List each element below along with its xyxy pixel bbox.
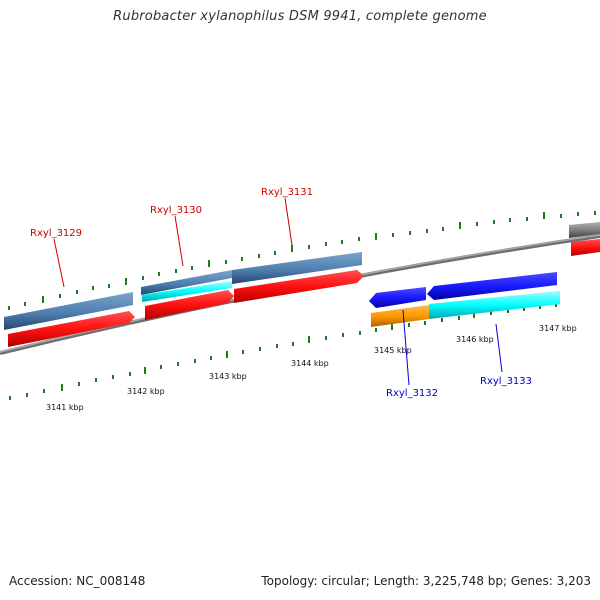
forward-cds-track xyxy=(8,239,600,347)
label-leaders xyxy=(53,197,503,386)
misc-feature-rxyl-3130[interactable] xyxy=(142,281,232,302)
kbp-label: 3141 kbp xyxy=(46,403,84,412)
inner-tick-ring xyxy=(9,300,557,400)
genome-summary: Topology: circular; Length: 3,225,748 bp… xyxy=(261,574,591,588)
kbp-scale-labels: 3141 kbp 3142 kbp 3143 kbp 3144 kbp 3145… xyxy=(46,324,577,412)
kbp-label: 3142 kbp xyxy=(127,387,165,396)
map-title: Rubrobacter xylanophilus DSM 9941, compl… xyxy=(113,9,487,24)
gene-label-rxyl-3129[interactable]: Rxyl_3129 xyxy=(30,228,82,239)
gene-labels: Rxyl_3129 Rxyl_3130 Rxyl_3131 Rxyl_3132 … xyxy=(30,187,532,399)
gene-bar-rxyl-3129[interactable] xyxy=(4,292,133,330)
reverse-gene-track xyxy=(369,272,557,308)
cds-arrow-partial[interactable] xyxy=(571,239,600,256)
kbp-label: 3145 kbp xyxy=(374,346,412,355)
kbp-label: 3144 kbp xyxy=(291,359,329,368)
kbp-label: 3143 kbp xyxy=(209,372,247,381)
gene-label-rxyl-3131[interactable]: Rxyl_3131 xyxy=(261,187,313,198)
accession-label: Accession: NC_008148 xyxy=(9,574,146,588)
forward-gene-track xyxy=(4,222,600,330)
gene-arrow-rxyl-3132[interactable] xyxy=(369,287,426,308)
kbp-label: 3147 kbp xyxy=(539,324,577,333)
gene-arrow-rxyl-3133[interactable] xyxy=(427,272,557,300)
cds-arrow-rxyl-3129[interactable] xyxy=(8,311,135,347)
genome-backbone xyxy=(0,234,600,355)
gene-bar-rxyl-3130[interactable] xyxy=(141,270,232,295)
outer-tick-ring xyxy=(8,211,596,310)
cds-arrow-rxyl-3130[interactable] xyxy=(145,290,234,320)
gene-label-rxyl-3130[interactable]: Rxyl_3130 xyxy=(150,205,202,216)
feature-orange-rxyl-3132[interactable] xyxy=(371,305,429,327)
gene-bar-partial[interactable] xyxy=(569,222,600,238)
reverse-feature-track xyxy=(371,291,560,327)
gene-label-rxyl-3133[interactable]: Rxyl_3133 xyxy=(480,376,532,387)
kbp-label: 3146 kbp xyxy=(456,335,494,344)
gene-label-rxyl-3132[interactable]: Rxyl_3132 xyxy=(386,388,438,399)
feature-cyan-rxyl-3133[interactable] xyxy=(429,291,560,319)
gene-bar-rxyl-3131[interactable] xyxy=(232,252,362,284)
cds-arrow-rxyl-3131[interactable] xyxy=(234,270,364,303)
